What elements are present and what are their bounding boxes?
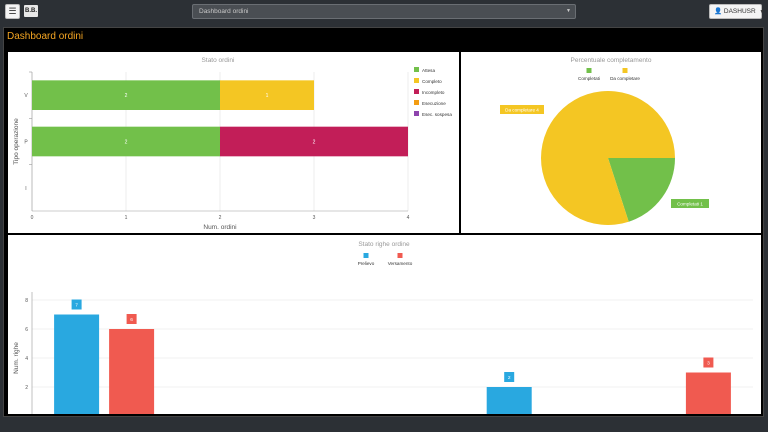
- x-tick-label: 0: [31, 215, 34, 221]
- legend-label: Da completare: [610, 76, 640, 81]
- user-icon: 👤: [714, 8, 723, 15]
- y-tick-label: P: [24, 140, 28, 146]
- hamburger-icon: ☰: [8, 6, 17, 16]
- x-tick-label: 1: [125, 215, 128, 221]
- chart-panel-lines: Stato righe ordinePrelievoVersamento0246…: [8, 235, 761, 432]
- x-axis-label: Num. ordini: [203, 224, 236, 231]
- legend-label: Esecuzione: [422, 101, 446, 106]
- legend-swatch: [622, 68, 628, 73]
- y-tick-label: I: [25, 186, 26, 192]
- menu-button[interactable]: ☰: [5, 4, 20, 19]
- logo: B.B.: [24, 5, 38, 17]
- legend-label: Incompleto: [422, 90, 445, 95]
- legend-swatch: [397, 253, 403, 258]
- bar-value-label: 2: [125, 140, 128, 146]
- chart-title: Stato ordini: [202, 57, 235, 64]
- legend-label: Attesa: [422, 68, 435, 73]
- legend-swatch: [414, 67, 419, 72]
- legend-label: Completati: [578, 76, 600, 81]
- bar-attesa: [32, 80, 220, 110]
- orders-status-chart: Stato ordini 0 1 2 3 4 V 2 1 P 2 2 I Num. ordini Tipo …: [13, 57, 452, 231]
- bar-value-label: 2: [125, 93, 128, 99]
- slice-label-box: [500, 105, 544, 114]
- page-select-value: Dashboard ordini: [199, 8, 249, 15]
- y-tick-label: 6: [25, 327, 28, 333]
- legend-swatch: [414, 89, 419, 94]
- user-label: DASHUSR: [723, 8, 756, 15]
- slice-label-box: [671, 199, 709, 208]
- bar-value-label: 1: [266, 93, 269, 99]
- legend-swatch: [414, 111, 419, 116]
- legend-swatch: [363, 253, 369, 258]
- bar-value-label: 3: [707, 360, 710, 366]
- bar-completo: [220, 80, 314, 110]
- bar-value-label: 2: [313, 140, 316, 146]
- x-tick-label: 2: [219, 215, 222, 221]
- chart-panel-completion: Percentuale completamento Completati Da co…: [461, 52, 761, 233]
- bar-versamento: [109, 329, 155, 416]
- y-axis-label: Num. righe: [13, 342, 20, 374]
- y-tick-label: 2: [25, 385, 28, 391]
- bar-value-label: 6: [130, 317, 133, 323]
- order-lines-chart: Stato righe ordinePrelievoVersamento0246…: [13, 241, 753, 432]
- legend-swatch: [586, 68, 592, 73]
- legend-swatch: [414, 78, 419, 83]
- bar-incompleto: [220, 126, 408, 157]
- bar-prelievo: [486, 387, 532, 416]
- legend-label: Versamento: [388, 261, 413, 266]
- slice-label: Da completare 4: [505, 107, 539, 112]
- top-bar: ☰ B.B. Dashboard ordini ▼ 👤 DASHUSR ▼: [0, 0, 768, 24]
- chart-title: Percentuale completamento: [571, 57, 652, 64]
- completion-pie-chart: Percentuale completamento Completati Da co…: [500, 57, 709, 225]
- y-tick-label: 8: [25, 298, 28, 304]
- y-tick-label: 4: [25, 356, 28, 362]
- bar-value-badge: [504, 372, 515, 382]
- dashboard-panel: Dashboard ordini Stato ordini 0 1 2 3 4 V 2 1 P 2 2…: [3, 27, 764, 432]
- legend-swatch: [414, 100, 419, 105]
- bar-value-badge: [71, 299, 82, 310]
- y-tick-label: V: [24, 93, 28, 99]
- legend-label: Prelievo: [358, 261, 375, 266]
- pie-slice-da-completare: [541, 90, 675, 225]
- dashboard-title: Dashboard ordini: [7, 31, 84, 42]
- chart-title: Stato righe ordine: [358, 241, 410, 248]
- legend-label: Completo: [422, 79, 442, 84]
- slice-label: Completati 1: [677, 201, 703, 206]
- pie-slice-completati: [608, 158, 675, 222]
- bar-value-label: 2: [508, 375, 511, 381]
- bar-value-badge: [126, 314, 137, 324]
- bar-versamento: [685, 372, 731, 416]
- user-menu-button[interactable]: 👤 DASHUSR ▼: [709, 4, 765, 19]
- page-select[interactable]: Dashboard ordini ▼: [192, 4, 576, 19]
- chevron-down-icon: ▼: [566, 8, 571, 14]
- y-axis-label: Tipo operazione: [13, 118, 20, 165]
- caret-down-icon: ▼: [759, 9, 765, 15]
- bar-value-badge: [703, 357, 714, 368]
- bar-prelievo: [54, 314, 100, 416]
- bar-attesa: [32, 126, 220, 157]
- chart-panel-orders: Stato ordini 0 1 2 3 4 V 2 1 P 2 2 I Num. ordini Tipo …: [8, 52, 459, 233]
- x-tick-label: 4: [407, 215, 410, 221]
- x-tick-label: 3: [313, 215, 316, 221]
- legend-label: Esec. sospesa: [422, 112, 452, 117]
- bar-value-label: 7: [75, 302, 78, 308]
